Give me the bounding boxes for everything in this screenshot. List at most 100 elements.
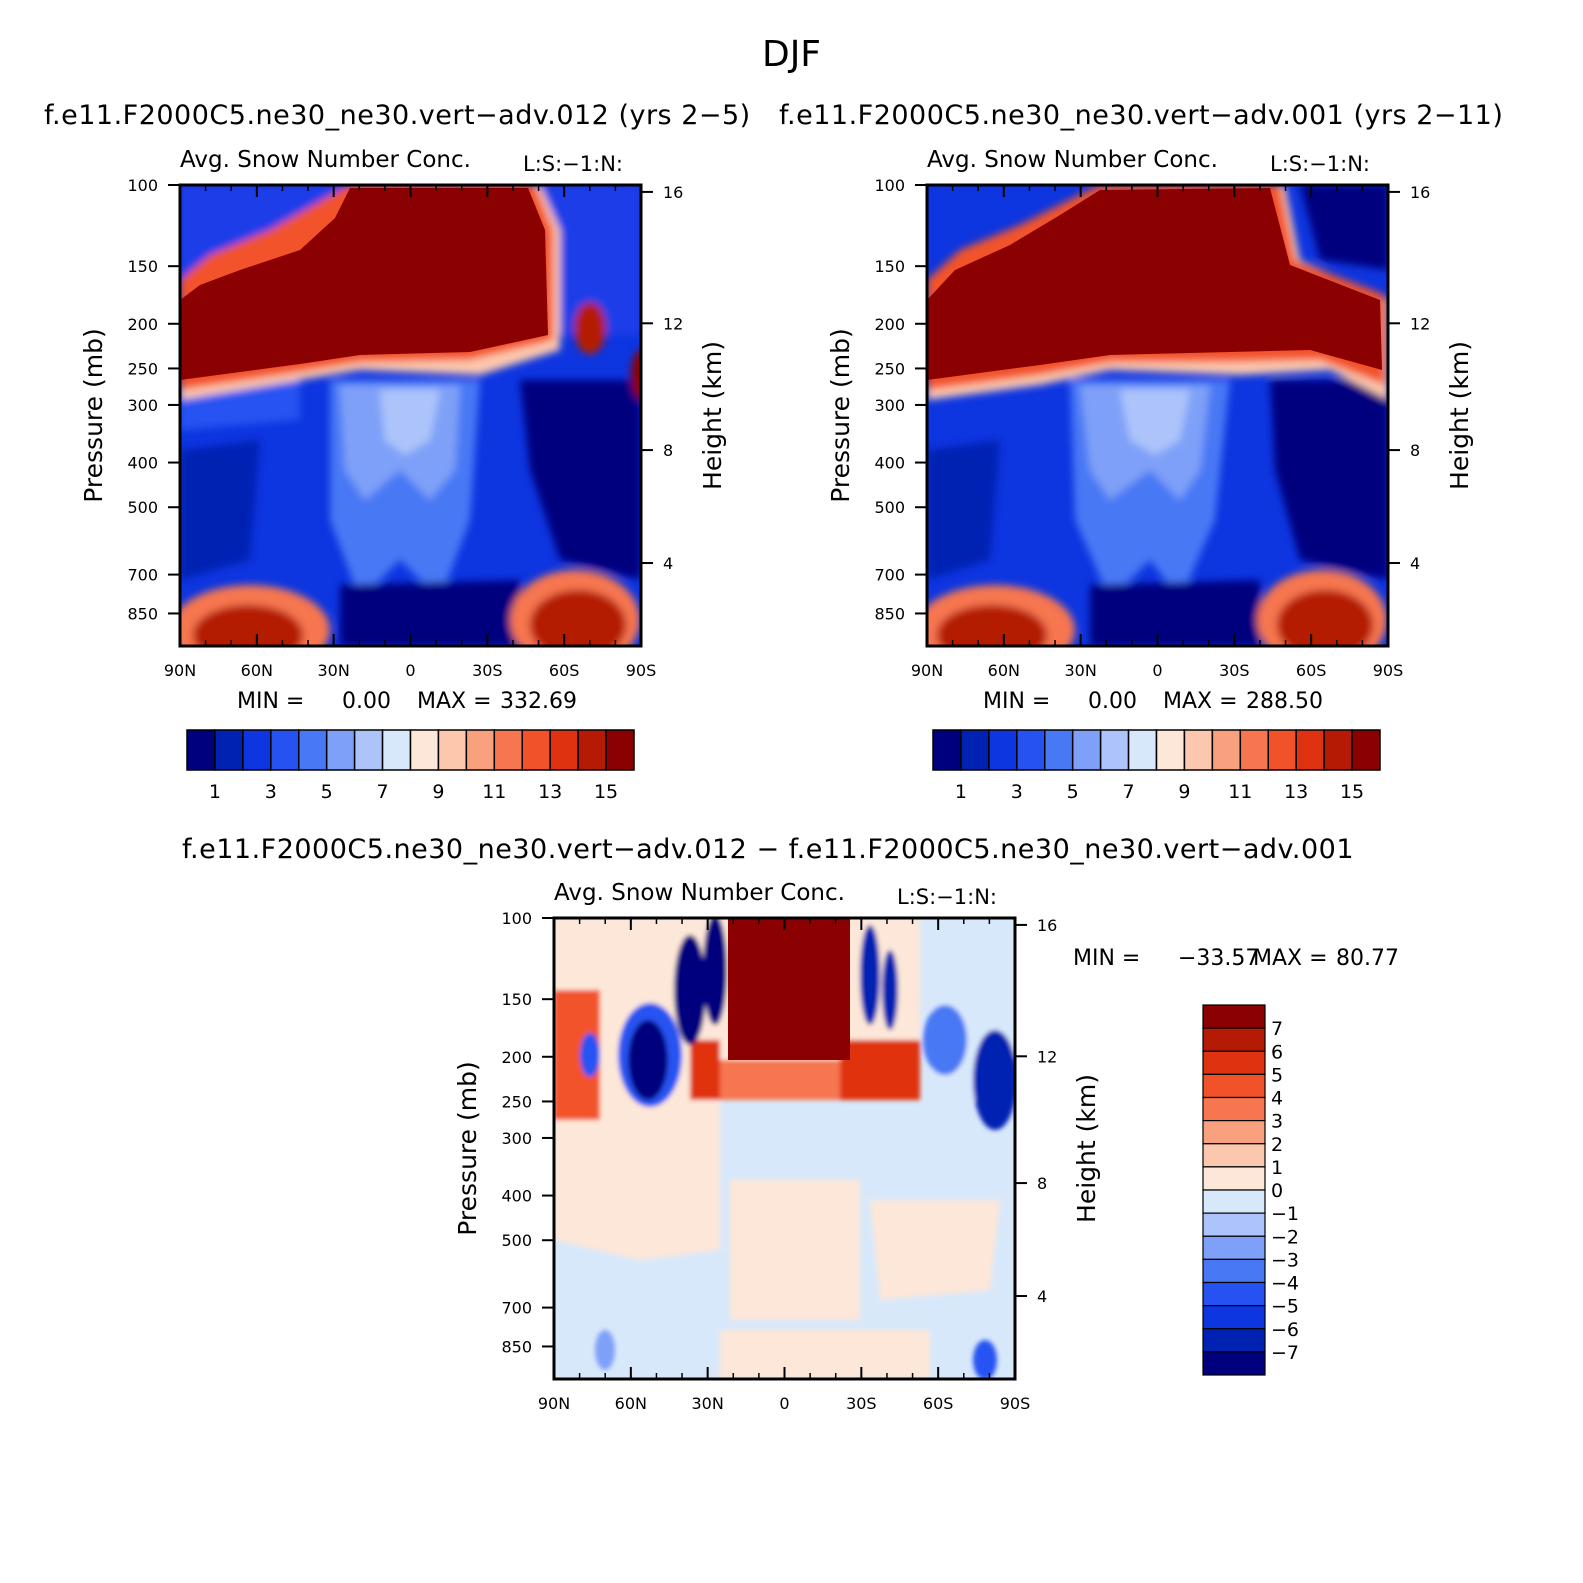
min-label: MIN = bbox=[1073, 946, 1140, 971]
colorbar-label: 1 bbox=[955, 781, 967, 803]
max-label: MAX = bbox=[1253, 946, 1328, 971]
colorbar-label: 7 bbox=[1271, 1018, 1283, 1040]
max-label: MAX = bbox=[417, 689, 492, 714]
colorbar-label: 4 bbox=[1271, 1088, 1283, 1110]
plot-frame bbox=[552, 916, 1017, 1381]
colorbar-box bbox=[298, 729, 328, 771]
plot-subtitle-right: L:S:−1:N: bbox=[897, 885, 997, 909]
colorbar-box bbox=[1202, 1073, 1266, 1099]
colorbar-label: −3 bbox=[1271, 1249, 1299, 1271]
plot-subtitle-left: Avg. Snow Number Conc. bbox=[554, 880, 845, 906]
x-tick-label: 60S bbox=[923, 1394, 954, 1413]
plot-subtitle-left: Avg. Snow Number Conc. bbox=[180, 147, 471, 173]
colorbar-box bbox=[1202, 1189, 1266, 1214]
y-axis-label: Pressure (mb) bbox=[79, 328, 108, 502]
colorbar-label: 9 bbox=[1178, 781, 1190, 803]
min-label: MIN = bbox=[983, 689, 1050, 714]
panel3-field bbox=[554, 918, 1015, 1379]
y-tick-label: 150 bbox=[127, 257, 158, 276]
colorbar-box bbox=[1202, 1143, 1266, 1168]
colorbar-label: 3 bbox=[1271, 1111, 1283, 1133]
x-tick-label: 0 bbox=[779, 1394, 789, 1413]
panel3-title: f.e11.F2000C5.ne30_ne30.vert−adv.012 − f… bbox=[182, 834, 1355, 865]
colorbar-label: 9 bbox=[432, 781, 444, 803]
y-tick-label: 700 bbox=[874, 566, 905, 585]
colorbar-label: 11 bbox=[482, 781, 506, 803]
colorbar-label: 5 bbox=[1067, 781, 1079, 803]
colorbar-label: −6 bbox=[1271, 1319, 1299, 1341]
x-tick-label: 60N bbox=[241, 661, 273, 680]
colorbar-box bbox=[1202, 1096, 1266, 1122]
colorbar-box bbox=[1202, 1212, 1266, 1237]
colorbar-label: −1 bbox=[1271, 1203, 1299, 1225]
colorbar-label: 11 bbox=[1228, 781, 1252, 803]
colorbar-label: 6 bbox=[1271, 1041, 1283, 1063]
colorbar-box bbox=[577, 729, 607, 771]
y-tick-label: 200 bbox=[127, 315, 158, 334]
y-tick-label: 150 bbox=[874, 257, 905, 276]
x-tick-label: 90N bbox=[538, 1394, 570, 1413]
colorbar-box bbox=[1202, 1004, 1266, 1029]
colorbar-box bbox=[549, 729, 579, 771]
colorbar-box bbox=[1211, 729, 1242, 771]
y-tick-label: 850 bbox=[874, 604, 905, 623]
colorbar-box bbox=[325, 729, 356, 771]
y-axis-label: Pressure (mb) bbox=[826, 328, 855, 502]
x-tick-label: 30S bbox=[472, 661, 503, 680]
colorbar-box bbox=[1202, 1258, 1266, 1284]
min-value: 0.00 bbox=[342, 689, 391, 714]
y-tick-label: 300 bbox=[874, 396, 905, 415]
colorbar-box bbox=[1127, 729, 1158, 771]
colorbar-box bbox=[1202, 1166, 1266, 1191]
y2-tick-label: 8 bbox=[1037, 1174, 1047, 1193]
colorbar-box bbox=[1202, 1235, 1266, 1260]
y-axis-label: Pressure (mb) bbox=[453, 1061, 482, 1235]
x-tick-label: 90S bbox=[1373, 661, 1404, 680]
colorbar-label: 0 bbox=[1271, 1180, 1283, 1202]
colorbar-label: 13 bbox=[538, 781, 562, 803]
y2-tick-label: 4 bbox=[663, 554, 673, 573]
colorbar-label: 1 bbox=[209, 781, 221, 803]
colorbar-box bbox=[988, 729, 1018, 771]
colorbar-box bbox=[932, 729, 962, 771]
y-tick-label: 250 bbox=[127, 359, 158, 378]
x-tick-label: 30N bbox=[1065, 661, 1097, 680]
colorbar-box bbox=[381, 729, 412, 771]
page-title: DJF bbox=[761, 34, 822, 75]
y-tick-label: 200 bbox=[874, 315, 905, 334]
max-value: 80.77 bbox=[1336, 946, 1399, 971]
colorbar-label: 3 bbox=[1011, 781, 1023, 803]
colorbar-box bbox=[1202, 1281, 1266, 1307]
colorbar-label: 15 bbox=[594, 781, 618, 803]
panel2-field bbox=[927, 185, 1388, 646]
plot-subtitle-left: Avg. Snow Number Conc. bbox=[927, 147, 1218, 173]
y-tick-label: 250 bbox=[874, 359, 905, 378]
min-label: MIN = bbox=[237, 689, 304, 714]
plot-subtitle-right: L:S:−1:N: bbox=[1270, 152, 1370, 176]
colorbar-label: 5 bbox=[1271, 1064, 1283, 1086]
x-tick-label: 60N bbox=[988, 661, 1020, 680]
colorbar-box bbox=[1202, 1120, 1266, 1145]
x-tick-label: 60N bbox=[615, 1394, 647, 1413]
min-value: −33.57 bbox=[1178, 946, 1259, 971]
x-tick-label: 90S bbox=[626, 661, 657, 680]
y-tick-label: 300 bbox=[127, 396, 158, 415]
min-value: 0.00 bbox=[1088, 689, 1137, 714]
colorbar-box bbox=[1183, 729, 1214, 771]
x-tick-label: 0 bbox=[405, 661, 415, 680]
x-tick-label: 90N bbox=[911, 661, 943, 680]
colorbar-label: 1 bbox=[1271, 1157, 1283, 1179]
colorbar-box bbox=[1016, 729, 1046, 771]
x-tick-label: 30S bbox=[846, 1394, 877, 1413]
y2-tick-label: 4 bbox=[1037, 1287, 1047, 1306]
colorbar-box bbox=[1202, 1351, 1266, 1376]
colorbar-box bbox=[1099, 729, 1130, 771]
colorbar-box bbox=[1202, 1027, 1266, 1052]
y-tick-label: 300 bbox=[501, 1129, 532, 1148]
y-tick-label: 400 bbox=[127, 454, 158, 473]
x-tick-label: 60S bbox=[1296, 661, 1327, 680]
y2-axis-label: Height (km) bbox=[698, 341, 727, 490]
y-tick-label: 500 bbox=[501, 1231, 532, 1250]
colorbar-label: 3 bbox=[265, 781, 277, 803]
